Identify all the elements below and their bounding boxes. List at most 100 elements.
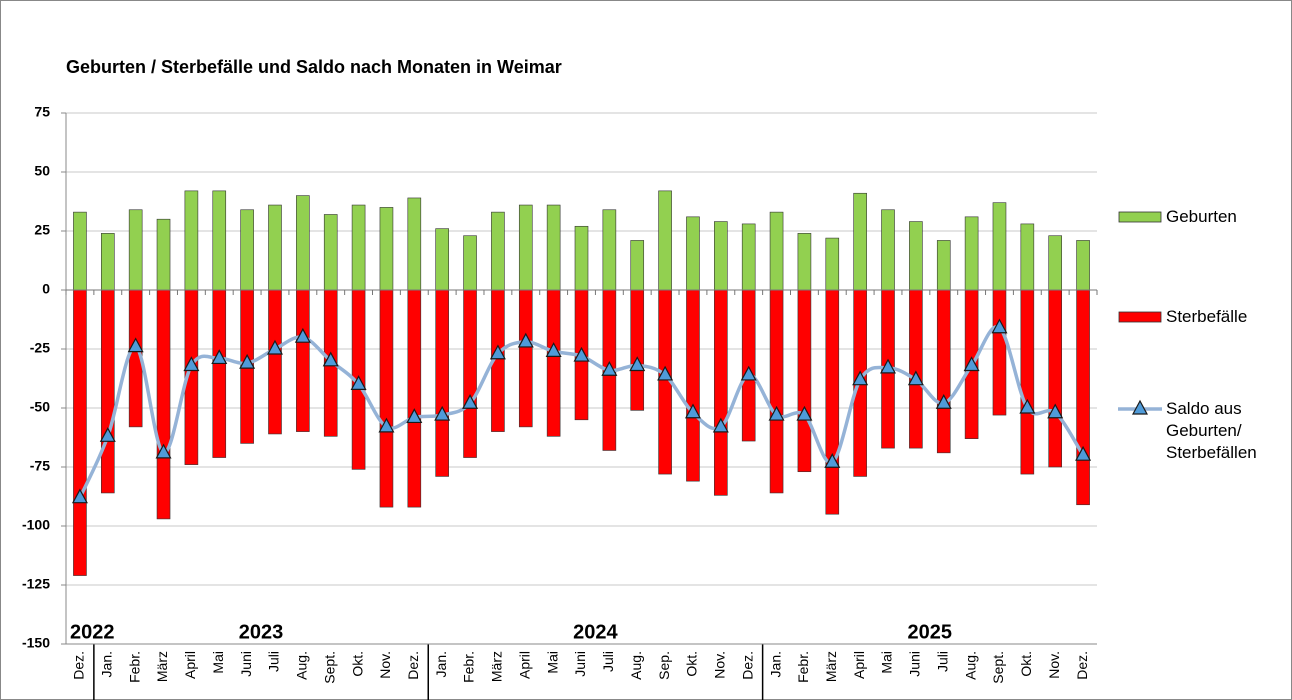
legend-label: Saldo aus Geburten/ Sterbefällen: [1166, 399, 1257, 462]
bar: [128, 209, 143, 291]
bar: [1020, 223, 1035, 291]
x-tick-label: Jan.: [433, 651, 449, 677]
x-tick-label: Dez.: [1074, 651, 1090, 680]
x-tick-label: Jan.: [767, 651, 783, 677]
y-tick-label: 50: [34, 163, 50, 179]
marker: [1019, 398, 1036, 414]
bar: [240, 209, 254, 291]
bar: [964, 216, 979, 291]
bar: [909, 221, 923, 291]
bar: [351, 204, 366, 291]
marker: [99, 427, 116, 442]
bar: [881, 209, 895, 291]
bar: [602, 209, 617, 291]
bar: [184, 190, 199, 291]
bar: [853, 192, 867, 291]
bar: [296, 289, 310, 432]
bar: [658, 190, 672, 291]
bar: [630, 240, 645, 291]
marker: [768, 405, 785, 421]
marker: [684, 403, 701, 419]
marker: [629, 356, 646, 372]
legend-label: Sterbefälle: [1166, 307, 1248, 326]
bar: [1020, 289, 1035, 475]
x-tick-label: Nov.: [712, 651, 728, 679]
y-tick-label: -150: [22, 635, 50, 651]
bar: [73, 211, 87, 291]
year-label: 2025: [908, 621, 953, 643]
marker: [991, 318, 1008, 334]
bar: [407, 197, 422, 291]
bar: [825, 237, 840, 291]
x-tick-label: Dez.: [71, 651, 87, 680]
marker: [740, 365, 757, 381]
bar: [936, 240, 951, 291]
bar: [73, 289, 87, 576]
bar: [407, 289, 422, 508]
marker: [657, 365, 674, 381]
marker: [712, 417, 729, 433]
bar: [714, 289, 728, 496]
bar: [714, 221, 728, 291]
bar: [825, 289, 840, 515]
bar: [100, 233, 115, 291]
x-tick-label: Mai: [879, 651, 895, 674]
y-tick-label: -50: [30, 399, 50, 415]
marker: [1075, 445, 1092, 461]
marker: [935, 394, 952, 409]
bar: [1076, 289, 1090, 506]
marker: [406, 408, 423, 424]
bar: [797, 289, 812, 473]
bar: [296, 195, 310, 291]
bar: [435, 289, 449, 477]
legend-swatch-box: [1118, 211, 1162, 223]
x-tick-label: Aug.: [628, 651, 644, 680]
x-tick-label: Mai: [544, 651, 560, 674]
marker: [1047, 403, 1064, 419]
marker: [127, 337, 144, 353]
bar: [323, 214, 338, 291]
year-label: 2023: [239, 621, 284, 643]
legend-item: Saldo aus Geburten/ Sterbefällen: [1118, 398, 1284, 464]
x-tick-label: Jan.: [99, 651, 115, 677]
x-tick-label: Sept.: [321, 651, 337, 684]
legend-swatch: [1118, 311, 1162, 323]
bar: [909, 289, 923, 449]
bar: [546, 289, 561, 437]
bar: [435, 228, 449, 291]
bar: [212, 289, 227, 458]
bar: [100, 289, 115, 494]
x-tick-label: Juli: [934, 651, 950, 672]
x-tick-label: Dez.: [739, 651, 755, 680]
bar: [156, 289, 171, 520]
bar: [379, 207, 394, 291]
x-tick-label: Juli: [600, 651, 616, 672]
x-tick-label: Febr.: [126, 651, 142, 683]
x-tick-label: Juli: [266, 651, 282, 672]
bar: [992, 289, 1007, 416]
x-tick-label: Dez.: [405, 651, 421, 680]
marker: [211, 349, 228, 365]
bar: [518, 289, 533, 428]
marker: [266, 339, 283, 355]
bar: [268, 289, 282, 435]
marker: [963, 356, 980, 372]
y-tick-label: 25: [34, 222, 50, 238]
marker: [824, 453, 841, 468]
bar: [1048, 235, 1063, 291]
marker: [294, 327, 311, 343]
x-tick-label: April: [516, 651, 532, 679]
x-tick-label: Nov.: [1046, 651, 1062, 679]
marker: [601, 360, 618, 376]
marker: [239, 353, 256, 369]
bar: [741, 223, 756, 291]
marker: [155, 443, 172, 459]
x-tick-label: März: [823, 651, 839, 682]
x-tick-label: Okt.: [1018, 651, 1034, 677]
bar: [992, 202, 1007, 291]
bar: [212, 190, 227, 291]
bar: [518, 204, 533, 291]
legend-swatch: [1118, 211, 1162, 223]
